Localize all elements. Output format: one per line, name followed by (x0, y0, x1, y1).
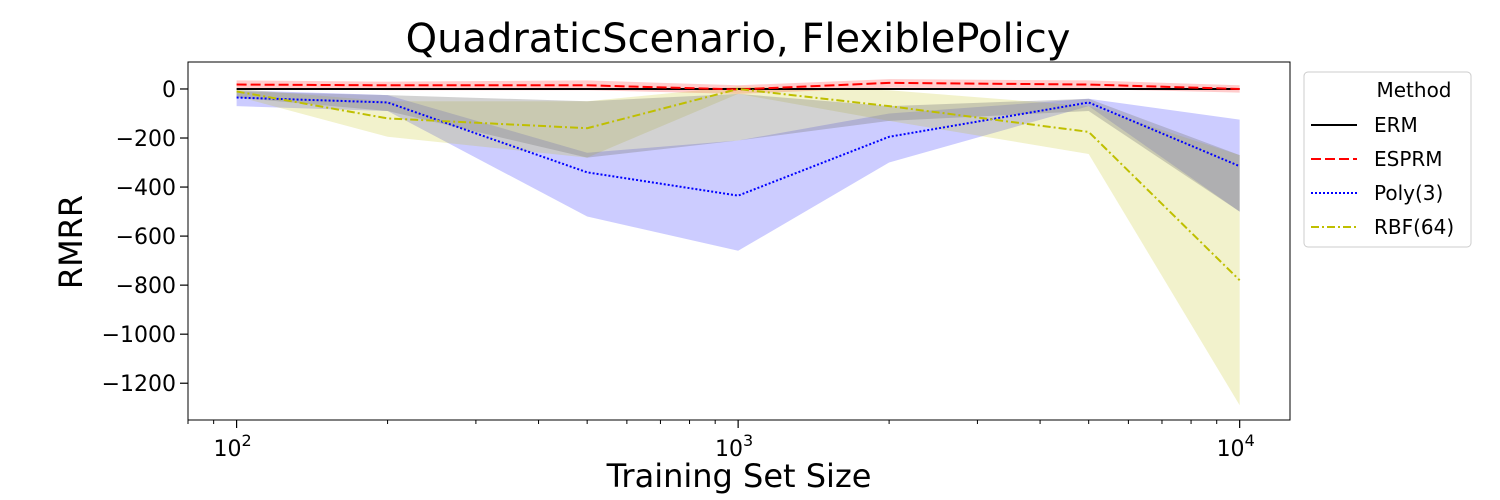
y-tick-label: −1200 (102, 372, 176, 397)
y-axis: 0 −200 −400 −600 −800 −1000 −1200 (102, 78, 188, 397)
x-tick-exponent: 4 (1245, 431, 1255, 450)
x-axis-label: Training Set Size (606, 457, 872, 495)
y-tick-label: −600 (116, 225, 176, 250)
y-tick-label: −200 (116, 127, 176, 152)
legend-label: Poly(3) (1374, 181, 1443, 205)
x-tick-label: 102 (214, 431, 252, 462)
legend-label: RBF(64) (1374, 215, 1454, 239)
band-esprm (236, 79, 1240, 94)
legend-title: Method (1376, 78, 1451, 102)
legend-entries: ERM ESPRM Poly(3) RBF(64) (1311, 113, 1454, 239)
x-tick-exponent: 2 (242, 431, 252, 450)
legend: Method ERM ESPRM Poly(3) RBF(64) (1303, 71, 1472, 248)
chart-title: QuadraticScenario, FlexiblePolicy (406, 16, 1071, 62)
legend-label: ESPRM (1374, 147, 1443, 171)
y-tick-label: −1000 (102, 323, 176, 348)
y-axis-label: RMRR (52, 195, 90, 289)
x-tick-label: 104 (1217, 431, 1255, 462)
band-poly-3- (236, 90, 1240, 251)
confidence-bands (236, 79, 1240, 406)
y-tick-label: −400 (116, 176, 176, 201)
band-overlap (236, 91, 1240, 212)
y-tick-label: −800 (116, 274, 176, 299)
legend-box (1303, 71, 1472, 248)
x-tick-exponent: 3 (743, 431, 753, 450)
series-lines (236, 81, 1241, 281)
legend-label: ERM (1374, 113, 1418, 137)
y-tick-label: 0 (162, 78, 176, 103)
band-rbf-64- (236, 86, 1240, 406)
x-axis: 102 103 104 (187, 420, 1255, 462)
plot-area (187, 61, 1291, 421)
